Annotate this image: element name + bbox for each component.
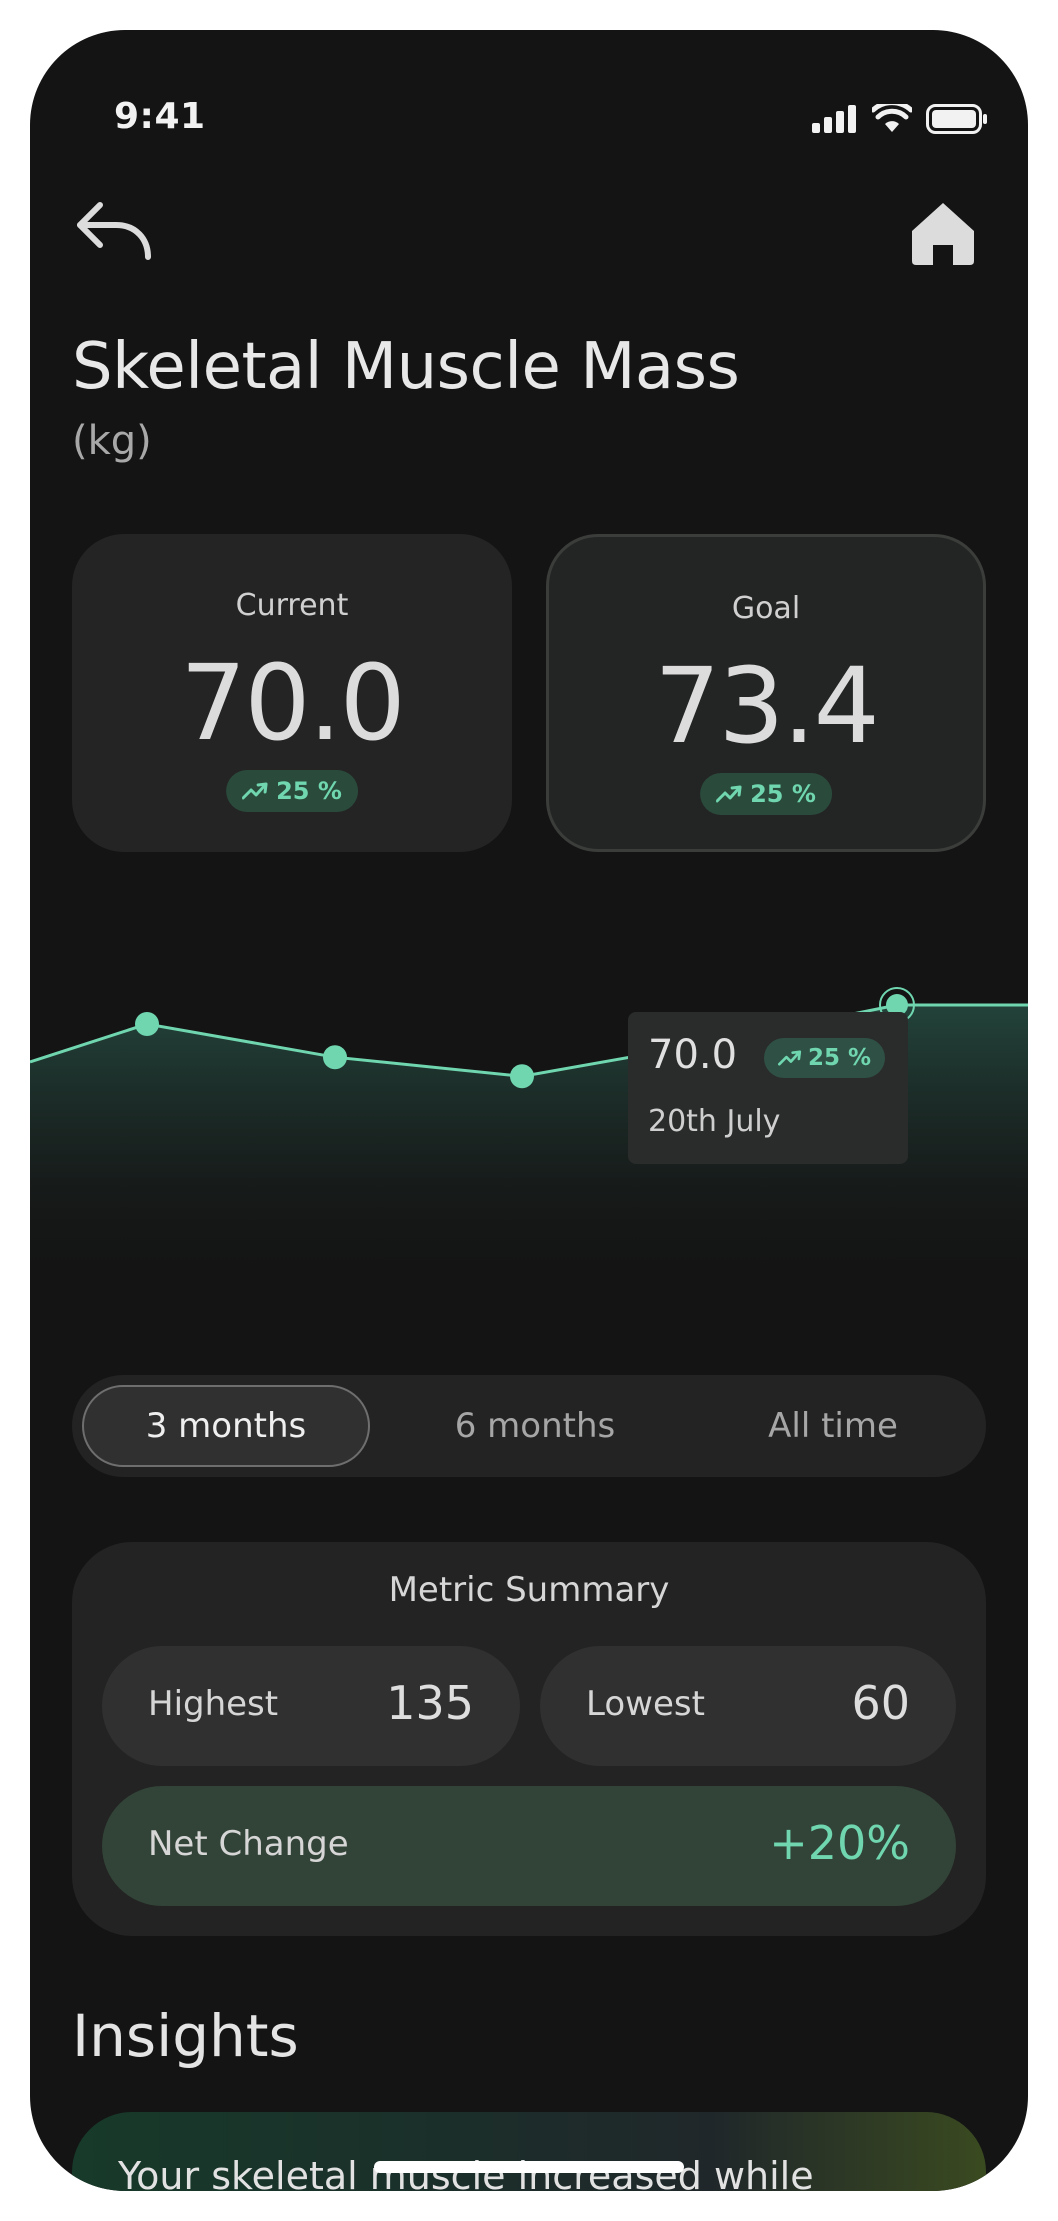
chart-point[interactable] [510, 1064, 534, 1089]
goal-change-badge: 25 % [700, 773, 832, 815]
net-change-chip: Net Change +20% [102, 1786, 956, 1906]
current-label: Current [235, 588, 349, 623]
insight-card[interactable]: Your skeletal muscle increased while [72, 2112, 986, 2191]
tooltip-change-text: 25 % [808, 1045, 872, 1071]
tab-3-months[interactable]: 3 months [82, 1385, 370, 1467]
tooltip-value: 70.0 [648, 1032, 738, 1078]
lowest-chip: Lowest 60 [540, 1646, 956, 1766]
current-value: 70.0 [180, 642, 406, 764]
goal-card[interactable]: Goal 73.4 25 % [546, 534, 986, 852]
trend-up-icon [778, 1050, 802, 1066]
lowest-label: Lowest [586, 1684, 705, 1724]
tab-6-months[interactable]: 6 months [454, 1406, 616, 1446]
status-bar: 9:41 [30, 64, 1028, 137]
chart-point[interactable] [135, 1012, 159, 1036]
goal-change-text: 25 % [750, 780, 816, 808]
lowest-value: 60 [851, 1676, 910, 1730]
summary-title: Metric Summary [388, 1570, 670, 1610]
current-card[interactable]: Current 70.0 25 % [72, 534, 512, 852]
chart-point[interactable] [886, 994, 908, 1016]
trend-up-icon [242, 782, 268, 800]
metric-summary: Metric Summary Highest 135 Lowest 60 Net… [72, 1542, 986, 1936]
back-arrow-icon[interactable] [74, 195, 154, 275]
net-change-value: +20% [769, 1816, 910, 1870]
current-change-badge: 25 % [226, 770, 358, 812]
battery-icon [926, 104, 987, 134]
highest-label: Highest [148, 1684, 279, 1724]
phone-screen: 9:41 [30, 30, 1028, 2191]
insights-heading: Insights [72, 2002, 299, 2070]
status-icons [812, 104, 988, 134]
tab-all-time[interactable]: All time [768, 1406, 898, 1446]
wifi-icon [872, 104, 912, 132]
highest-chip: Highest 135 [102, 1646, 520, 1766]
trend-up-icon [716, 785, 742, 803]
top-nav [30, 195, 1028, 285]
tooltip-change-badge: 25 % [764, 1038, 886, 1078]
chart-point[interactable] [323, 1045, 347, 1070]
status-time: 9:41 [114, 96, 206, 137]
tooltip-date: 20th July [648, 1104, 781, 1139]
home-indicator[interactable] [374, 2161, 684, 2173]
highest-value: 135 [386, 1676, 474, 1730]
goal-value: 73.4 [654, 645, 880, 767]
page-title: Skeletal Muscle Mass [72, 330, 740, 404]
chart-tooltip: 70.0 25 % 20th July [628, 1012, 908, 1164]
signal-icon [812, 105, 856, 133]
page-unit: (kg) [72, 418, 152, 464]
goal-label: Goal [731, 591, 801, 626]
home-icon[interactable] [908, 195, 978, 275]
net-change-label: Net Change [148, 1824, 349, 1864]
current-change-text: 25 % [276, 777, 342, 805]
range-selector: 3 months 6 months All time [72, 1375, 986, 1477]
